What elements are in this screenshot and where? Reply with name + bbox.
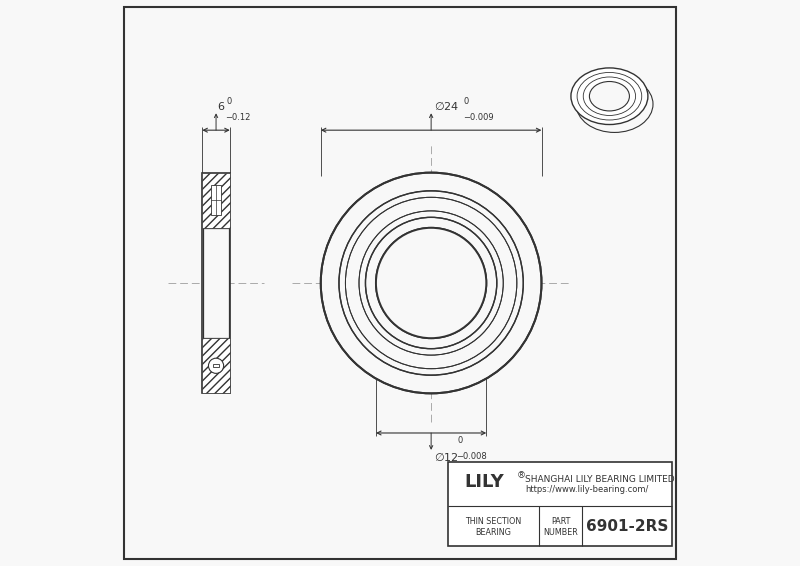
Text: THIN SECTION
BEARING: THIN SECTION BEARING (466, 517, 522, 537)
Ellipse shape (571, 68, 648, 125)
Text: ®: ® (517, 471, 526, 480)
Text: $\varnothing$12: $\varnothing$12 (434, 451, 458, 463)
Circle shape (321, 173, 542, 393)
Circle shape (209, 358, 224, 374)
Text: 0: 0 (464, 97, 470, 106)
Text: https://www.lily-bearing.com/: https://www.lily-bearing.com/ (525, 485, 649, 494)
Text: −0.009: −0.009 (463, 113, 494, 122)
Text: LILY: LILY (464, 473, 504, 491)
Circle shape (376, 228, 486, 338)
Bar (448, 462, 672, 546)
Bar (202, 173, 230, 228)
Circle shape (376, 228, 486, 338)
Bar (211, 185, 221, 216)
Ellipse shape (590, 82, 630, 111)
Text: 0: 0 (458, 436, 463, 445)
Bar (203, 228, 229, 338)
Circle shape (321, 173, 542, 393)
Text: −0.008: −0.008 (457, 452, 487, 461)
Text: 6: 6 (218, 102, 225, 112)
Text: 0: 0 (227, 97, 232, 106)
Bar (202, 338, 230, 393)
Bar (214, 364, 218, 367)
Text: $\varnothing$24: $\varnothing$24 (434, 100, 459, 112)
Text: PART
NUMBER: PART NUMBER (543, 517, 578, 537)
Bar (202, 173, 230, 393)
Text: 6901-2RS: 6901-2RS (586, 520, 668, 534)
Text: −0.12: −0.12 (225, 113, 250, 122)
Text: SHANGHAI LILY BEARING LIMITED: SHANGHAI LILY BEARING LIMITED (525, 475, 674, 484)
